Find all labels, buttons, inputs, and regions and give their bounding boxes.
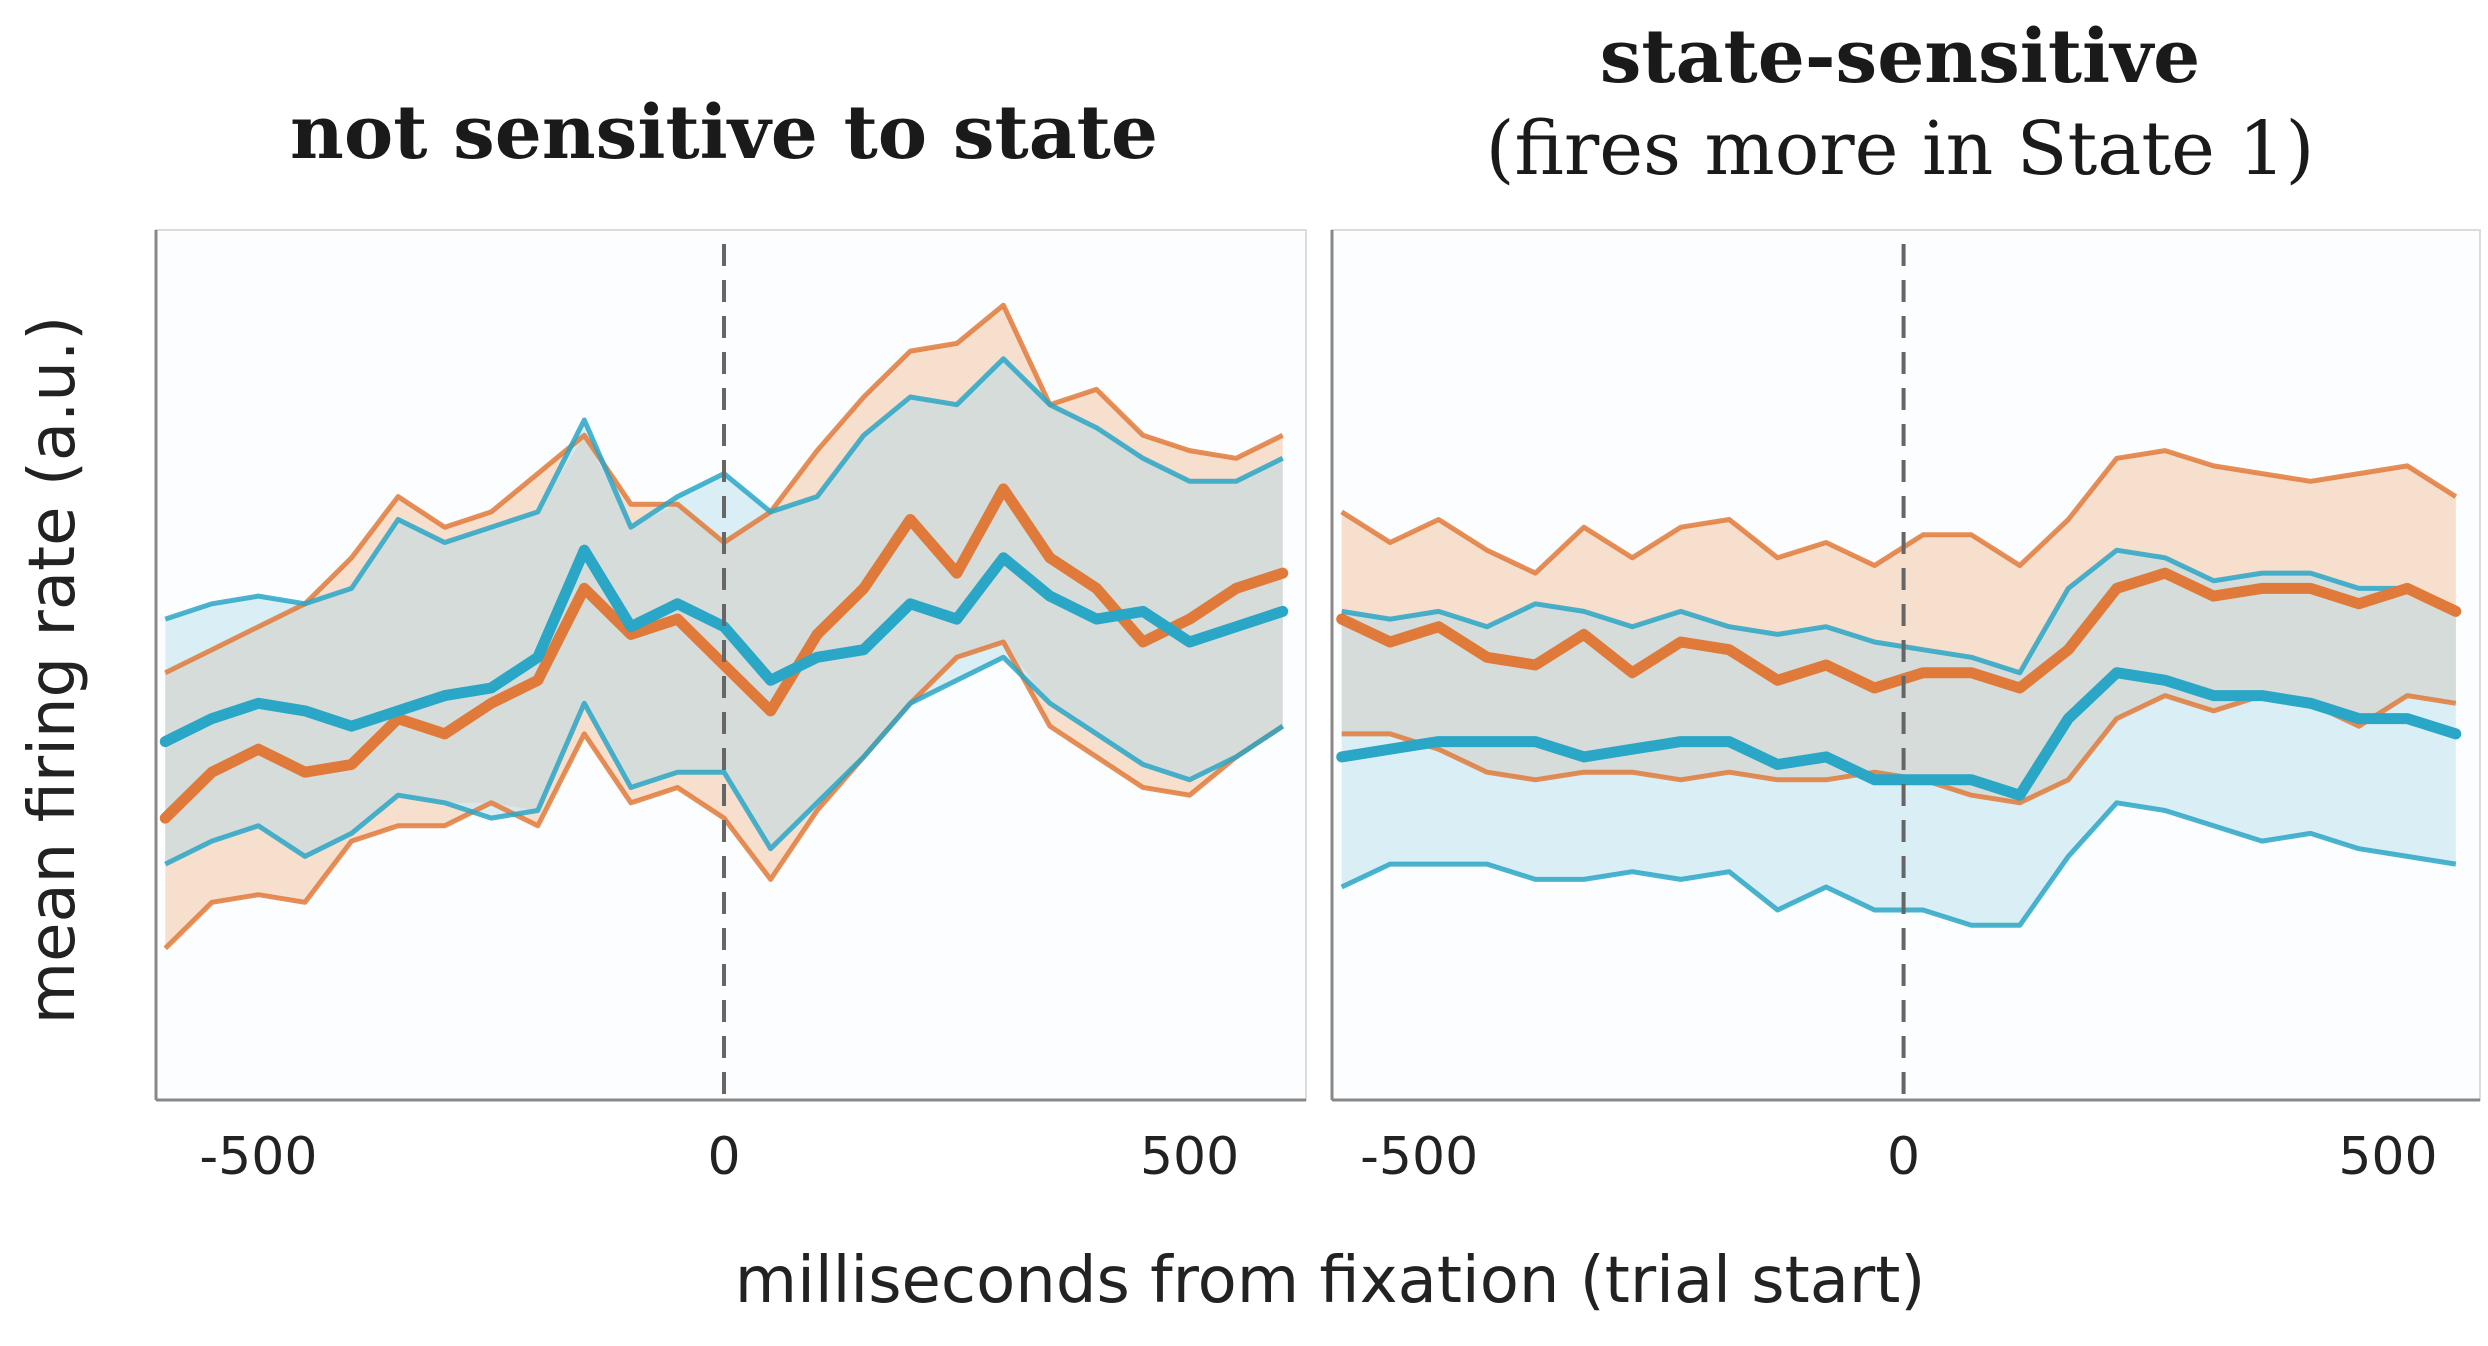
panel-right: -500 0 500 [1330, 229, 2481, 1187]
x-tick-label: 0 [1887, 1127, 1920, 1187]
x-tick-label: 0 [707, 1127, 740, 1187]
blue-lower-bound-line [1340, 800, 2457, 928]
blue-mean-line [159, 544, 1289, 748]
blue-upper-bound-line [1341, 547, 2457, 676]
orange-mean-line [1336, 567, 2462, 694]
panel-left: -500 0 500 [154, 229, 1307, 1187]
x-tick-label: -500 [1360, 1127, 1478, 1187]
panel-right-title: state-sensitive [1600, 14, 2200, 100]
y-axis-label: mean firing rate (a.u.) [16, 316, 90, 1025]
blue-mean-line [1336, 667, 2462, 801]
x-tick-label: 500 [1140, 1127, 1239, 1187]
x-tick-label: -500 [199, 1127, 317, 1187]
orange-lower-bound-line [163, 639, 1285, 951]
orange-mean-line [159, 483, 1289, 824]
blue-lower-bound-line [164, 654, 1285, 867]
panel-left-title: not sensitive to state [290, 90, 1158, 176]
orange-upper-bound-line [1340, 448, 2458, 576]
x-tick-label: 500 [2338, 1127, 2437, 1187]
x-axis-label: milliseconds from fixation (trial start) [735, 1244, 1926, 1318]
panel-right-subtitle: (fires more in State 1) [1486, 106, 2315, 192]
